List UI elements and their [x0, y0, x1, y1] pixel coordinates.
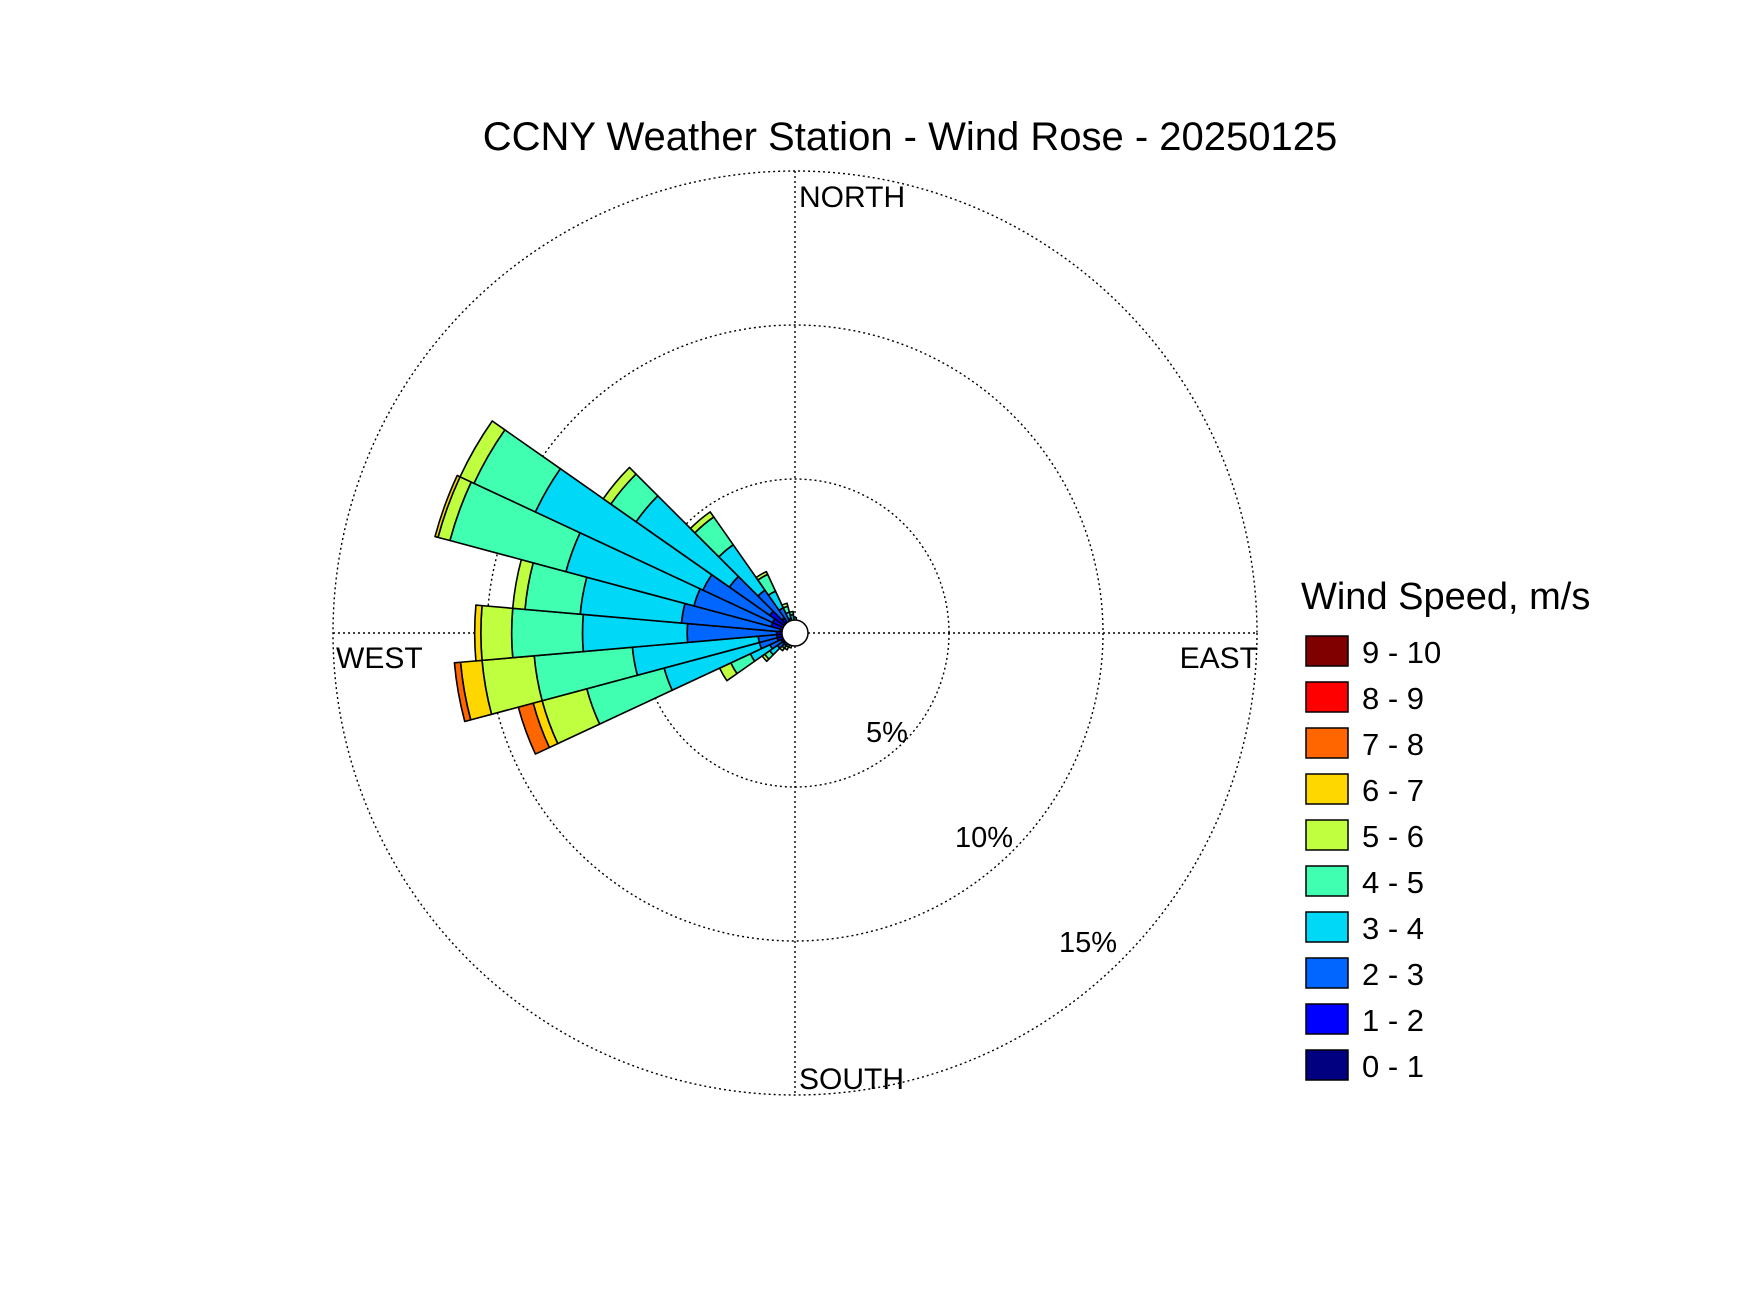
legend-title: Wind Speed, m/s — [1301, 576, 1590, 618]
legend-items: 9 - 10 8 - 9 7 - 8 6 - 7 5 - 6 4 - 5 3 - 4 2 - … — [1305, 635, 1441, 1084]
legend-swatch-1 — [1305, 681, 1349, 713]
legend-swatch-0 — [1305, 635, 1349, 667]
sector-290-bin-6 — [434, 474, 461, 539]
sector-330-bin-5 — [755, 570, 769, 581]
sector-270-bin-4 — [510, 607, 585, 659]
legend-swatch-5 — [1305, 865, 1349, 897]
direction-label-east: EAST — [1180, 642, 1258, 675]
chart-title: CCNY Weather Station - Wind Rose - 20250… — [483, 115, 1338, 159]
legend-label-4: 5 - 6 — [1362, 819, 1424, 854]
legend-swatch-8 — [1305, 1003, 1349, 1035]
legend-swatch-9 — [1305, 1049, 1349, 1081]
sector-340-bin-5 — [781, 602, 789, 609]
legend-swatch-4 — [1305, 819, 1349, 851]
sector-270-bin-5 — [480, 604, 514, 662]
legend-label-0: 9 - 10 — [1362, 635, 1441, 670]
sector-320-bin-5 — [689, 511, 715, 534]
legend-label-9: 0 - 1 — [1362, 1049, 1424, 1084]
legend-swatch-2 — [1305, 727, 1349, 759]
legend-swatch-6 — [1305, 911, 1349, 943]
legend-label-2: 7 - 8 — [1362, 727, 1424, 762]
sector-350-bin-4 — [788, 610, 795, 616]
sector-300-bin-5 — [459, 420, 506, 485]
sector-310-bin-5 — [602, 466, 637, 505]
legend-label-6: 3 - 4 — [1362, 911, 1424, 946]
direction-label-south: SOUTH — [799, 1063, 904, 1096]
legend-label-7: 2 - 3 — [1362, 957, 1424, 992]
legend-swatch-3 — [1305, 773, 1349, 805]
legend-label-3: 6 - 7 — [1362, 773, 1424, 808]
ring-label-5: 5% — [866, 717, 908, 749]
legend-label-8: 1 - 2 — [1362, 1003, 1424, 1038]
direction-label-west: WEST — [336, 642, 423, 675]
calm-center-circle — [781, 619, 809, 647]
wind-rose-sectors — [434, 420, 806, 755]
legend-label-5: 4 - 5 — [1362, 865, 1424, 900]
direction-label-north: NORTH — [799, 181, 905, 214]
ring-label-10: 10% — [955, 822, 1013, 854]
ring-label-15: 15% — [1059, 927, 1117, 959]
legend-swatch-7 — [1305, 957, 1349, 989]
legend-label-1: 8 - 9 — [1362, 681, 1424, 716]
sector-260-bin-7 — [453, 661, 472, 723]
legend: Wind Speed, m/s 9 - 10 8 - 9 7 - 8 6 - 7 5 -… — [1301, 576, 1590, 1084]
sector-270-bin-6 — [473, 604, 483, 662]
